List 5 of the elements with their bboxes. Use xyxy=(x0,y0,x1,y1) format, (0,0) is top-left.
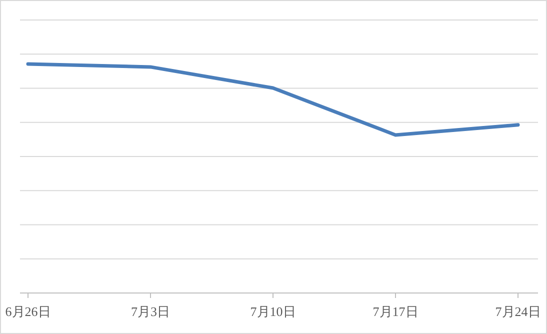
x-tick-label: 7月24日 xyxy=(495,304,541,319)
x-tick-label: 7月17日 xyxy=(372,304,418,319)
x-tick-label: 6月26日 xyxy=(5,304,51,319)
x-tick-label: 7月3日 xyxy=(131,304,170,319)
x-tick-label: 7月10日 xyxy=(250,304,296,319)
